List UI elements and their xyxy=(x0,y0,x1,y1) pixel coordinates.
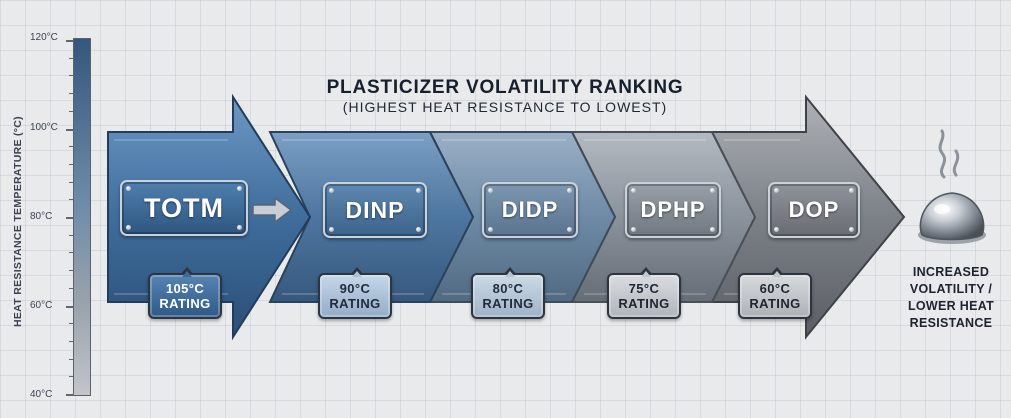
plate-dphp: DPHP xyxy=(625,182,721,238)
plate-dphp-label: DPHP xyxy=(640,197,706,222)
scale-tick xyxy=(66,394,74,396)
rating-tag-dphp: 75°C RATING xyxy=(607,267,681,319)
plate-dinp-label: DINP xyxy=(345,196,405,223)
plate-didp: DIDP xyxy=(482,182,578,238)
scale-tick xyxy=(69,75,74,77)
plate-dop: DOP xyxy=(768,182,860,238)
rating-temp-dphp: 75°C xyxy=(628,281,660,296)
scale-tick xyxy=(69,358,74,360)
scale-tick xyxy=(66,40,74,42)
end-note-line-1: INCREASED xyxy=(912,265,990,279)
end-note-line-3: LOWER HEAT xyxy=(907,299,995,313)
plate-dinp: DINP xyxy=(323,182,427,238)
rating-temp-didp: 80°C xyxy=(492,281,524,296)
right-arrow-icon xyxy=(252,197,293,223)
plate-totm: TOTM xyxy=(120,180,248,236)
rating-temp-dinp: 90°C xyxy=(339,281,371,296)
scale-label-40: 40°C xyxy=(30,389,53,400)
rating-word-didp: RATING xyxy=(482,296,534,311)
scale-tick xyxy=(69,340,74,342)
scale-tick xyxy=(69,287,74,289)
scale-tick xyxy=(69,323,74,325)
scale-tick xyxy=(69,163,74,165)
scale-tick xyxy=(66,217,74,219)
end-note: INCREASED VOLATILITY / LOWER HEAT RESIST… xyxy=(890,264,1011,332)
scale-tick xyxy=(69,252,74,254)
rating-word-dphp: RATING xyxy=(618,296,670,311)
scale-label-60: 60°C xyxy=(30,300,53,311)
scale-tick xyxy=(66,305,74,308)
scale-label-100: 100°C xyxy=(30,122,58,133)
scale-tick xyxy=(69,199,74,201)
scale-tick xyxy=(69,270,74,272)
rating-tag-didp: 80°C RATING xyxy=(471,267,545,319)
rating-tag-dop: 60°C RATING xyxy=(738,267,812,319)
scale-tick xyxy=(69,110,74,112)
rating-word-dop: RATING xyxy=(749,296,801,311)
scale-tick xyxy=(69,146,74,148)
rating-tag-totm: 105°C RATING xyxy=(148,267,222,319)
rating-word-totm: RATING xyxy=(159,296,211,311)
scale-tick xyxy=(69,57,74,59)
plate-totm-label: TOTM xyxy=(144,192,224,223)
scale-tick xyxy=(69,181,74,183)
steam-icon xyxy=(938,129,960,179)
rating-tag-dinp: 90°C RATING xyxy=(318,267,392,319)
rating-temp-totm: 105°C xyxy=(165,281,205,296)
diagram-title: PLASTICIZER VOLATILITY RANKING xyxy=(326,77,684,98)
scale-tick xyxy=(66,128,74,131)
melting-droplet-icon xyxy=(918,129,986,244)
rating-word-dinp: RATING xyxy=(329,296,381,311)
scale-label-80: 80°C xyxy=(30,211,53,222)
scale-tick xyxy=(69,234,74,236)
scale-label-120: 120°C xyxy=(30,32,58,43)
plate-dop-label: DOP xyxy=(788,197,840,222)
end-note-line-4: RESISTANCE xyxy=(909,316,993,330)
plate-didp-label: DIDP xyxy=(501,197,559,222)
scale-tick xyxy=(69,93,74,95)
rating-temp-dop: 60°C xyxy=(759,281,791,296)
end-note-line-2: VOLATILITY / xyxy=(909,282,993,296)
scale-tick xyxy=(69,376,74,378)
diagram-subtitle: (HIGHEST HEAT RESISTANCE TO LOWEST) xyxy=(342,99,668,115)
